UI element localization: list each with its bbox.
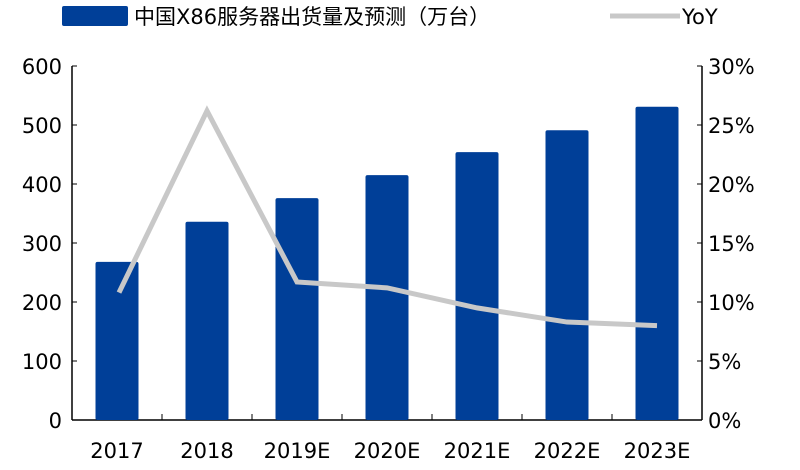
x-tick-label: 2021E xyxy=(444,439,511,463)
bar-2018 xyxy=(185,221,229,420)
left-tick-label: 400 xyxy=(22,173,62,197)
x-tick-label: 2019E xyxy=(264,439,331,463)
left-tick-label: 300 xyxy=(22,232,62,256)
left-tick-label: 500 xyxy=(22,114,62,138)
x-tick-label: 2018 xyxy=(180,439,233,463)
x-tick-label: 2020E xyxy=(354,439,421,463)
yoy-line-group xyxy=(116,105,658,329)
left-tick-label: 0 xyxy=(49,409,62,433)
left-tick-label: 200 xyxy=(22,291,62,315)
bars xyxy=(95,106,679,421)
right-tick-label: 0% xyxy=(708,409,741,433)
right-tick-label: 25% xyxy=(708,114,755,138)
legend-bar-swatch xyxy=(62,6,128,26)
legend-line-label: YoY xyxy=(681,5,718,29)
right-tick-label: 10% xyxy=(708,291,755,315)
left-tick-label: 600 xyxy=(22,55,62,79)
right-tick-label: 5% xyxy=(708,350,741,374)
right-tick-label: 30% xyxy=(708,55,755,79)
bar-2022E xyxy=(545,130,589,420)
bar-2017 xyxy=(95,261,139,420)
legend-bar-label: 中国X86服务器出货量及预测（万台） xyxy=(134,5,490,29)
right-tick-label: 15% xyxy=(708,232,755,256)
tick-labels: 0 100 200 300 400 500 600 0% 5% 10% 15% 20% 25% 30% 20… xyxy=(22,55,755,463)
bar-2021E xyxy=(455,152,499,420)
left-tick-label: 100 xyxy=(22,350,62,374)
x-tick-label: 2017 xyxy=(90,439,143,463)
bar-2023E xyxy=(635,106,679,421)
x-tick-label: 2023E xyxy=(624,439,691,463)
x-tick-label: 2022E xyxy=(534,439,601,463)
bar-2020E xyxy=(365,175,409,420)
right-tick-label: 20% xyxy=(708,173,755,197)
legend: 中国X86服务器出货量及预测（万台） YoY xyxy=(62,5,718,29)
bar-2019E xyxy=(275,198,319,420)
